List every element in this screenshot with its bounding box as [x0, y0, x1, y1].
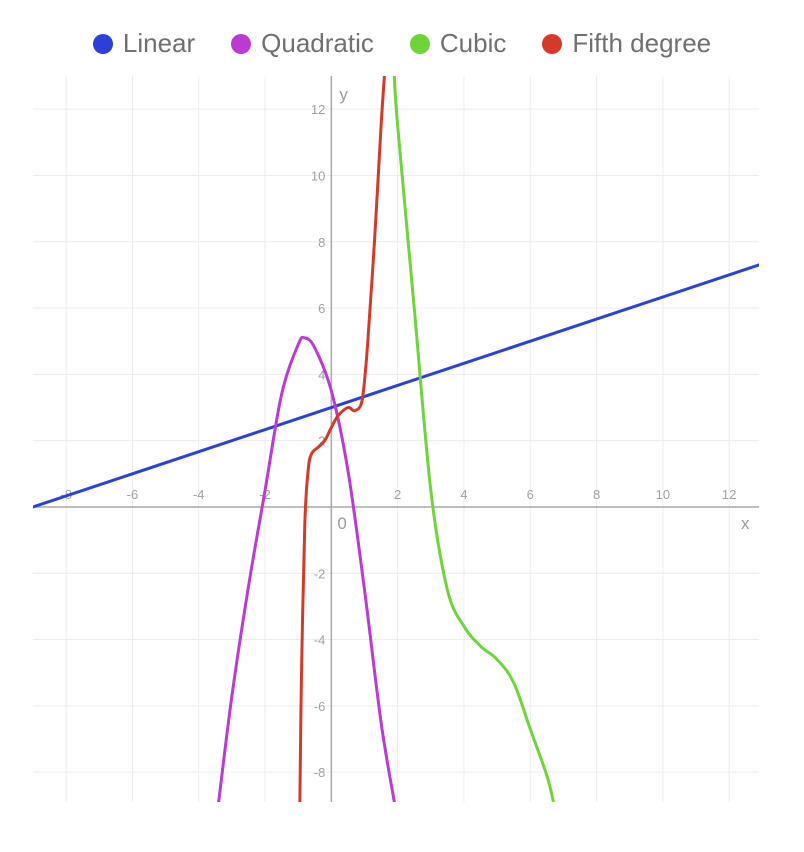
legend-marker — [409, 33, 430, 54]
grid — [33, 76, 759, 802]
legend-marker — [231, 33, 252, 54]
legend-item[interactable]: Quadratic — [231, 28, 374, 59]
series-line-quadratic — [217, 335, 396, 802]
legend-label: Fifth degree — [572, 28, 712, 58]
series-line-linear — [33, 263, 759, 509]
y-axis-title: y — [339, 85, 348, 104]
y-tick-label: 6 — [318, 301, 325, 316]
y-tick-label: -8 — [314, 765, 326, 780]
y-tick-label: 10 — [311, 168, 325, 183]
legend-item[interactable]: Cubic — [409, 28, 507, 59]
y-tick-label: 4 — [318, 367, 325, 382]
x-tick-label: 12 — [722, 487, 736, 502]
series-line-fifth-degree — [298, 76, 386, 802]
x-tick-label: -6 — [127, 487, 139, 502]
series-line-cubic — [392, 76, 555, 802]
y-tick-label: -4 — [314, 633, 326, 648]
x-axis-title: x — [741, 514, 750, 533]
legend-label: Cubic — [439, 28, 507, 58]
x-tick-label: -4 — [193, 487, 205, 502]
legend-label: Quadratic — [261, 28, 374, 58]
legend-item[interactable]: Linear — [92, 28, 196, 59]
legend-marker — [542, 33, 563, 54]
y-tick-label: 2 — [318, 434, 325, 449]
legend-marker — [92, 33, 113, 54]
y-tick-label: -2 — [314, 566, 326, 581]
y-tick-label: -6 — [314, 699, 326, 714]
y-tick-label: 8 — [318, 235, 325, 250]
x-tick-label: 2 — [394, 487, 401, 502]
legend-item[interactable]: Fifth degree — [542, 28, 711, 59]
x-tick-label: 4 — [460, 487, 467, 502]
y-tick-label: 12 — [311, 102, 325, 117]
x-tick-label: 10 — [656, 487, 670, 502]
x-tick-label: 8 — [593, 487, 600, 502]
chart-legend: Linear Quadratic Cubic Fifth degree — [0, 28, 804, 59]
legend-label: Linear — [122, 28, 196, 58]
origin-label: 0 — [337, 514, 346, 533]
x-tick-label: 6 — [527, 487, 534, 502]
series-group — [33, 76, 759, 802]
